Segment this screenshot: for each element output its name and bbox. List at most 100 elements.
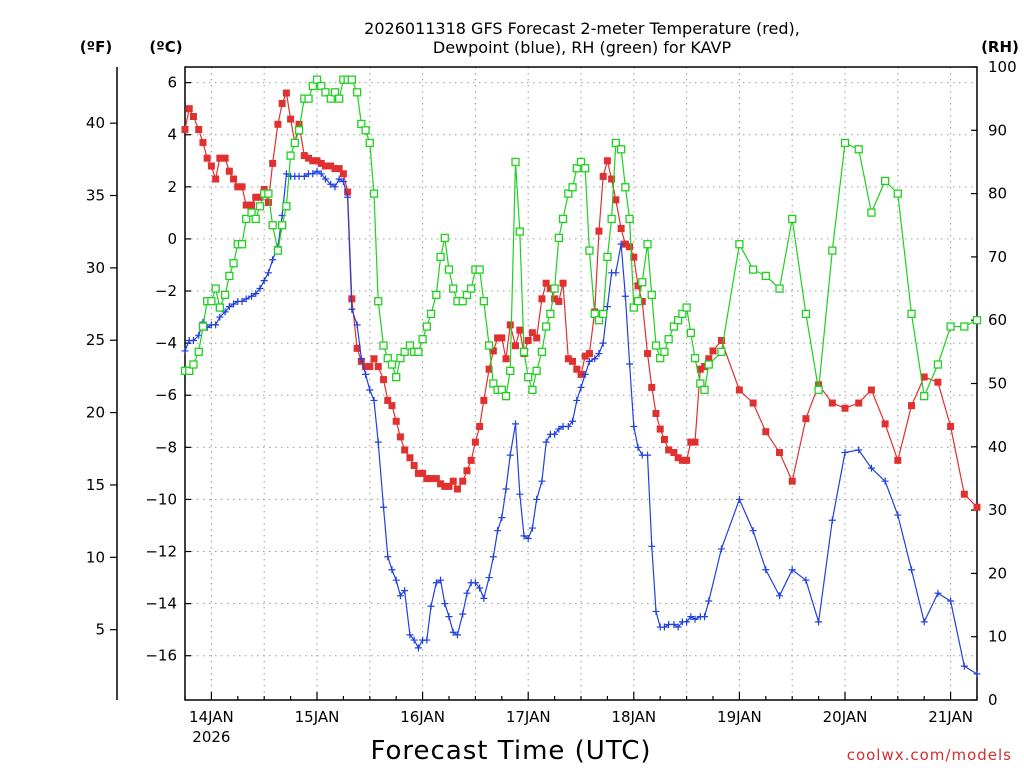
rh-tick-label: 10 [988, 628, 1007, 646]
rh-point [475, 265, 484, 274]
temperature-point [581, 352, 589, 360]
dewpoint-point [581, 370, 589, 378]
rh-point [247, 208, 256, 217]
temperature-point [260, 185, 268, 193]
dewpoint-point [189, 337, 197, 345]
rh-point [220, 290, 230, 300]
rh-tick-label: 40 [988, 438, 1007, 456]
temperature-point [705, 355, 713, 363]
dewpoint-point [264, 269, 272, 277]
dewpoint-point [660, 623, 668, 631]
temperature-point [396, 433, 404, 441]
rh-point [599, 309, 608, 319]
rh-point [568, 183, 577, 192]
temperature-point [353, 344, 361, 352]
fahrenheit-tick-label: 20 [86, 404, 105, 422]
rh-point [317, 81, 326, 91]
dewpoint-point [648, 542, 656, 550]
temperature-point [617, 225, 625, 233]
temperature-point [630, 253, 638, 261]
dewpoint-point [449, 628, 457, 636]
temperature-point [410, 462, 418, 470]
temperature-point [185, 105, 193, 113]
rh-point [788, 214, 797, 224]
dewpoint-point [542, 438, 550, 446]
dewpoint-point [920, 618, 928, 626]
temperature-point [867, 386, 875, 394]
temperature-point [546, 284, 554, 292]
rh-point [365, 138, 374, 148]
dewpoint-point [348, 305, 356, 313]
rh-point [312, 75, 322, 84]
rh-point [682, 303, 691, 312]
temperature-point [441, 482, 449, 490]
dewpoint-point [908, 566, 916, 574]
dewpoint-point [626, 360, 634, 368]
rh-point [392, 373, 401, 382]
dewpoint-point [828, 516, 836, 524]
dewpoint-point [788, 566, 796, 574]
rh-point [229, 259, 238, 268]
rh-point [308, 81, 317, 91]
temperature-point [256, 193, 264, 201]
temperature-point [252, 193, 260, 201]
dewpoint-point [735, 495, 743, 503]
rh-point [748, 265, 758, 274]
temperature-point [427, 475, 435, 483]
temperature-point [331, 165, 339, 173]
dewpoint-point [749, 527, 757, 535]
rh-point [528, 385, 537, 394]
temperature-point [894, 456, 902, 464]
dewpoint-point [453, 631, 461, 639]
dewpoint-point [506, 451, 514, 459]
rh-point [696, 379, 705, 388]
rh-point [383, 354, 392, 363]
x-tick-label: 17JAN [506, 708, 551, 726]
dewpoint-point [248, 292, 256, 300]
dewpoint-point [216, 313, 224, 321]
dewpoint-point [313, 167, 321, 175]
temperature-point [973, 503, 981, 511]
temperature-point [242, 201, 250, 209]
temperature-point [735, 386, 743, 394]
rh-point [638, 278, 647, 287]
temperature-point [423, 475, 431, 483]
rh-point [440, 233, 449, 243]
temperature-point [419, 469, 427, 477]
dewpoint-point [230, 300, 238, 308]
dewpoint-point [670, 620, 678, 628]
temperature-point [656, 425, 664, 433]
temperature-point [717, 337, 725, 345]
temperature-point [476, 422, 484, 430]
rh-point [633, 297, 643, 306]
temperature-point [248, 201, 256, 209]
temperature-point [449, 477, 457, 485]
temperature-point [339, 170, 347, 178]
dewpoint-point [520, 532, 528, 540]
rh-point [542, 322, 551, 331]
dewpoint-point [585, 357, 593, 365]
rh-point [444, 265, 454, 274]
fahrenheit-tick-label: 15 [86, 476, 105, 494]
temperature-point [432, 475, 440, 483]
temperature-point [776, 449, 784, 457]
rh-point [629, 303, 638, 312]
rh-point [242, 214, 251, 224]
rh-point [717, 347, 726, 357]
dewpoint-point [238, 297, 246, 305]
temperature-point [282, 89, 290, 97]
temperature-point [207, 162, 215, 170]
rh-point [801, 309, 811, 319]
rh-point [546, 309, 555, 319]
rh-unit-label: (RH) [981, 38, 1019, 56]
temperature-point [317, 159, 325, 167]
rh-point [960, 322, 969, 331]
temperature-point [569, 357, 577, 365]
rh-point [335, 94, 344, 103]
dewpoint-point [881, 477, 889, 485]
dewpoint-point [934, 589, 942, 597]
fahrenheit-tick-label: 30 [86, 259, 105, 277]
temperature-point [321, 162, 329, 170]
